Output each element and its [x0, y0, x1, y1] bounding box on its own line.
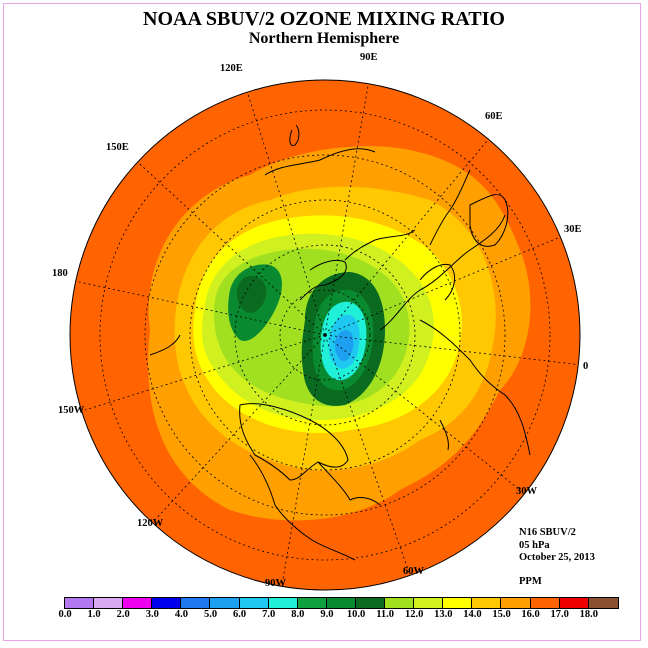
lon-label-60e: 60E	[485, 111, 503, 122]
contour-5	[334, 330, 354, 361]
colorbar-tick-label: 5.0	[203, 609, 218, 620]
colorbar-swatch	[94, 598, 124, 608]
colorbar-swatch	[239, 598, 269, 608]
map-title: NOAA SBUV/2 OZONE MIXING RATIO	[143, 8, 505, 30]
colorbar-tick-label: 16.0	[521, 609, 540, 620]
colorbar-tick-label: 9.0	[320, 609, 334, 620]
colorbar-tick-label: 12.0	[405, 609, 424, 620]
colorbar-swatch	[297, 598, 327, 608]
colorbar-swatch	[210, 598, 240, 608]
colorbar-tick-label: 8.0	[291, 609, 305, 620]
colorbar-tick-label: 6.0	[233, 609, 247, 620]
colorbar-swatch	[501, 598, 531, 608]
meridians	[70, 80, 580, 586]
colorbar-tick-label: 2.0	[116, 609, 130, 620]
lon-label-0: 0	[583, 361, 589, 372]
colorbar-tick-label: 17.0	[550, 609, 569, 620]
colorbar-swatch	[355, 598, 386, 608]
lon-label-60w: 60W	[403, 566, 424, 577]
colorbar-tick-label: 7.0	[262, 609, 276, 620]
colorbar-swatch	[326, 598, 356, 608]
colorbar-swatch	[65, 598, 95, 608]
lon-label-150e: 150E	[106, 142, 129, 153]
colorbar-swatch	[530, 598, 560, 608]
colorbar-swatch	[181, 598, 211, 608]
pressure-level: 05 hPa	[519, 539, 550, 551]
colorbar-swatch	[123, 598, 153, 608]
colorbar-tick-label: 11.0	[376, 609, 394, 620]
lon-label-180: 180	[52, 268, 68, 279]
colorbar-swatch	[385, 598, 415, 608]
map-subtitle: Northern Hemisphere	[248, 30, 400, 47]
colorbar-swatch	[588, 598, 618, 608]
lon-label-120w: 120W	[137, 518, 164, 529]
colorbar-tick-label: 1.0	[87, 609, 101, 620]
map-date: October 25, 2013	[519, 552, 595, 563]
lon-label-150w: 150W	[58, 405, 85, 416]
map-info: N16 SBUV/2 05 hPa October 25, 2013	[519, 527, 595, 565]
lon-label-90w: 90W	[265, 578, 286, 589]
lon-label-30e: 30E	[564, 224, 582, 235]
colorbar	[64, 597, 619, 609]
colorbar-tick-label: 10.0	[346, 609, 366, 620]
lon-label-30w: 30W	[516, 486, 537, 497]
units-label: PPM	[519, 576, 542, 587]
map-boundary	[69, 79, 581, 591]
colorbar-tick-label: 3.0	[145, 609, 159, 620]
colorbar-swatch	[414, 598, 444, 608]
latitude-circles	[99, 109, 551, 561]
colorbar-tick-label: 18.0	[579, 609, 598, 620]
figure-frame	[3, 3, 641, 641]
colorbar-tick-label: 4.0	[174, 609, 188, 620]
colorbar-tick-label: 13.0	[434, 609, 453, 620]
lon-label-120e: 120E	[220, 63, 243, 74]
colorbar-tick-label: 14.0	[463, 609, 482, 620]
colorbar-swatch	[472, 598, 502, 608]
colorbar-tick-label: 0.0	[58, 609, 72, 620]
colorbar-swatch	[443, 598, 473, 608]
colorbar-swatch	[268, 598, 298, 608]
colorbar-swatch	[559, 598, 589, 608]
contour-9-blob	[236, 275, 267, 313]
colorbar-tick-label: 15.0	[492, 609, 511, 620]
colorbar-swatch	[152, 598, 182, 608]
coastlines	[149, 124, 531, 561]
satellite-label: N16 SBUV/2	[519, 527, 576, 538]
lon-label-90e: 90E	[360, 52, 378, 63]
